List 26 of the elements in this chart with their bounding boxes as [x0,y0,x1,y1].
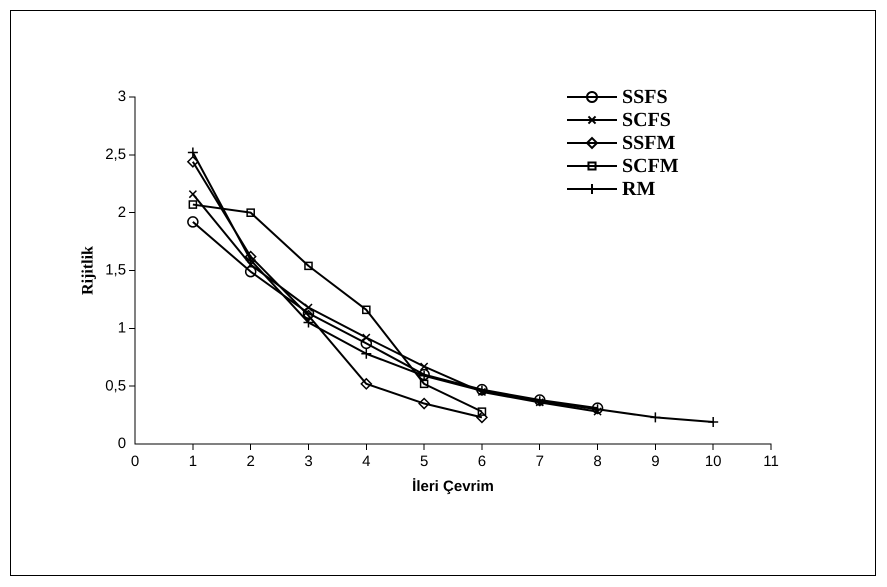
x-axis-title: İleri Çevrim [412,478,494,496]
legend-label: SSFS [622,86,668,108]
x-tick-label: 8 [593,453,602,470]
y-tick-label: 1 [118,319,126,336]
y-tick-label: 2 [118,204,126,221]
y-tick-label: 1,5 [105,262,126,279]
x-tick-label: 4 [362,453,370,470]
y-tick-label: 0,5 [105,377,126,394]
legend-label: SCFM [622,155,679,178]
x-tick-label: 11 [763,453,779,470]
x-tick-label: 1 [188,453,198,470]
x-tick-label: 5 [420,453,428,470]
legend-label: SCFS [622,109,671,132]
x-tick-label: 9 [651,453,660,470]
y-axis-title: Rijitlik [80,246,97,295]
x-tick-label: 10 [704,453,722,470]
x-tick-label: 6 [478,453,486,470]
y-tick-label: 0 [118,435,126,452]
y-tick-label: 3 [118,88,126,106]
x-tick-label: 3 [304,453,313,470]
legend-label: RM [622,178,656,200]
y-tick-label: 2,5 [105,146,126,163]
x-tick-label: 7 [536,453,544,470]
x-tick-label: 0 [130,453,140,470]
legend-label: SSFM [622,132,676,154]
x-tick-label: 2 [246,453,255,470]
